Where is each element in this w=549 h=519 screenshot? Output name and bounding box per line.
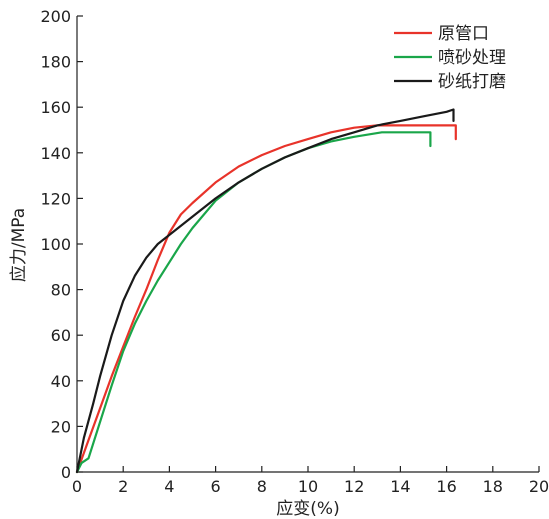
x-tick-label: 20: [529, 477, 549, 496]
x-tick-label: 8: [257, 477, 267, 496]
x-axis-title: 应变(%): [276, 499, 339, 519]
y-tick-label: 80: [51, 281, 71, 300]
y-axis-title: 应力/MPa: [9, 208, 29, 282]
y-tick-label: 20: [51, 417, 71, 436]
y-tick-label: 0: [61, 463, 71, 482]
legend-label: 喷砂处理: [438, 48, 506, 68]
x-tick-label: 18: [483, 477, 503, 496]
y-tick-label: 60: [51, 326, 71, 345]
legend-label: 砂纸打磨: [438, 72, 506, 92]
axes: 0 2 4 6 8 10 12 14 16 18 2002040608010012014016018…: [40, 7, 549, 496]
x-tick-label: 6: [211, 477, 221, 496]
x-tick-label: 0: [72, 477, 82, 496]
y-tick-label: 100: [40, 235, 71, 254]
y-tick-label: 160: [40, 98, 71, 117]
x-tick-label: 14: [390, 477, 410, 496]
x-tick-label: 16: [436, 477, 456, 496]
x-tick-label: 2: [118, 477, 128, 496]
series-line-1: [75, 124, 457, 474]
x-tick-label: 4: [164, 477, 174, 496]
y-tick-label: 200: [40, 7, 71, 26]
y-tick-label: 140: [40, 144, 71, 163]
series-line-2: [75, 131, 432, 474]
y-tick-label: 180: [40, 53, 71, 72]
x-tick-label: 10: [298, 477, 318, 496]
legend-label: 原管口: [438, 24, 489, 44]
y-tick-label: 120: [40, 189, 71, 208]
x-tick-label: 12: [344, 477, 364, 496]
series-line-3: [75, 108, 455, 474]
y-tick-label: 40: [51, 372, 71, 391]
plot-series: [75, 108, 457, 474]
